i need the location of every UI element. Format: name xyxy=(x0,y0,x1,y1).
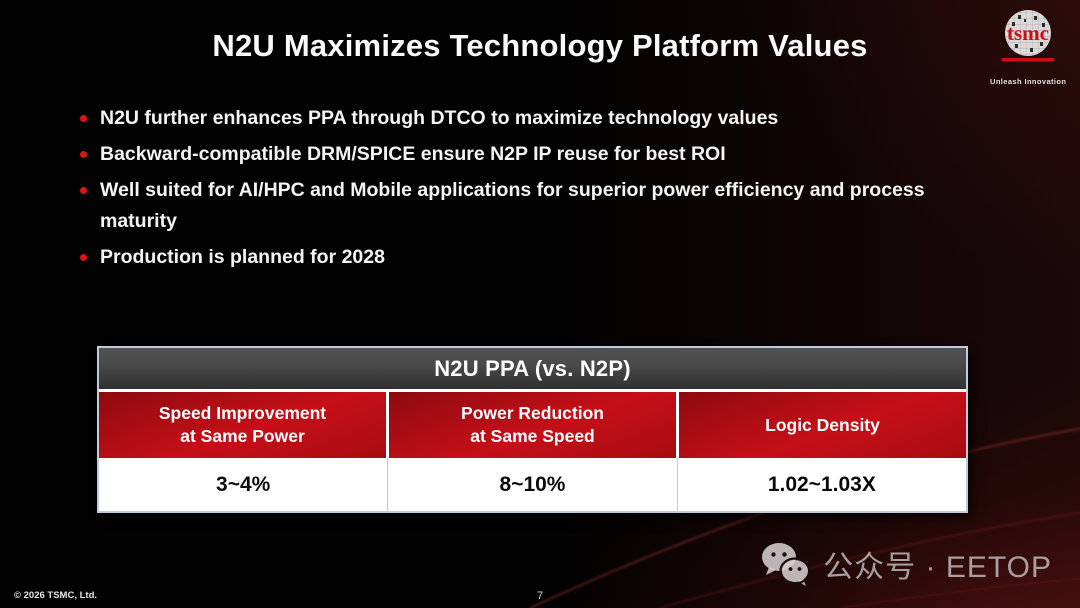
table-value-cell-power: 8~10% xyxy=(387,458,676,511)
bullet-text: N2U further enhances PPA through DTCO to… xyxy=(100,107,779,129)
table-header-cell-power: Power Reduction at Same Speed xyxy=(386,392,676,458)
tsmc-logo: tsmc Unleash Innovation xyxy=(990,6,1066,86)
header-line: Speed Improvement xyxy=(158,403,327,423)
slide-title: N2U Maximizes Technology Platform Values xyxy=(212,28,868,63)
header-line: at Same Power xyxy=(180,426,305,446)
tsmc-wafer-icon: tsmc xyxy=(1002,10,1054,62)
page-number: 7 xyxy=(536,590,544,602)
table-title: N2U PPA (vs. N2P) xyxy=(99,348,966,392)
bullet-item: N2U further enhances PPA through DTCO to… xyxy=(80,103,1010,134)
bullet-item: Production is planned for 2028 xyxy=(80,242,1010,273)
bullet-text: Backward-compatible DRM/SPICE ensure N2P… xyxy=(100,143,726,165)
table-header-cell-speed: Speed Improvement at Same Power xyxy=(99,392,386,458)
bullet-dot-icon xyxy=(80,151,87,158)
bullet-list: N2U further enhances PPA through DTCO to… xyxy=(80,103,1010,278)
watermark: 公众号 · EETOP xyxy=(759,540,1052,588)
ppa-table: N2U PPA (vs. N2P) Speed Improvement at S… xyxy=(97,346,968,513)
table-header-row: Speed Improvement at Same Power Power Re… xyxy=(99,392,966,458)
table-header-cell-density: Logic Density xyxy=(676,392,966,458)
header-line: Power Reduction xyxy=(461,403,604,423)
table-value-row: 3~4% 8~10% 1.02~1.03X xyxy=(99,458,966,511)
bullet-dot-icon xyxy=(80,187,87,194)
header-line: at Same Speed xyxy=(470,426,595,446)
bullet-item: Well suited for AI/HPC and Mobile applic… xyxy=(80,175,1010,237)
copyright-text: © 2026 TSMC, Ltd. xyxy=(14,590,98,601)
bullet-text: Well suited for AI/HPC and Mobile applic… xyxy=(100,179,925,232)
bullet-dot-icon xyxy=(80,115,87,122)
header-line: Logic Density xyxy=(765,414,880,435)
wechat-icon xyxy=(762,543,811,586)
bullet-dot-icon xyxy=(80,254,87,261)
watermark-text: 公众号 · EETOP xyxy=(823,551,1052,584)
table-value-cell-speed: 3~4% xyxy=(216,472,271,496)
logo-tagline: Unleash Innovation xyxy=(990,77,1067,86)
svg-text:tsmc: tsmc xyxy=(1007,21,1049,45)
table-value-cell-density: 1.02~1.03X xyxy=(676,458,966,511)
bullet-text: Production is planned for 2028 xyxy=(100,246,385,268)
bullet-item: Backward-compatible DRM/SPICE ensure N2P… xyxy=(80,139,1010,170)
